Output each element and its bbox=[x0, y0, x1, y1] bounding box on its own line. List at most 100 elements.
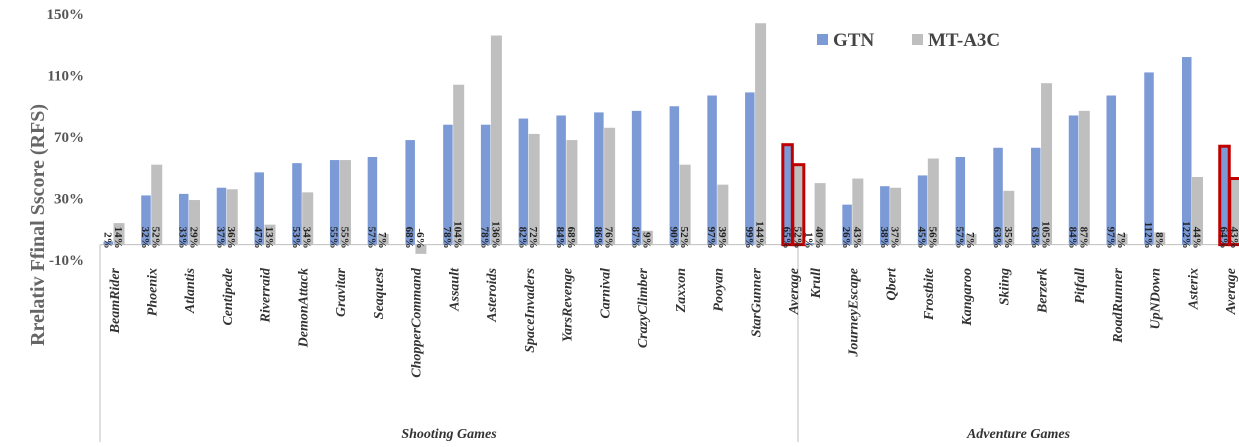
bar-mt-a3c bbox=[890, 187, 902, 245]
data-label: 55% bbox=[328, 227, 340, 249]
legend: GTN MT-A3C bbox=[817, 30, 1000, 51]
data-label: 33% bbox=[177, 227, 189, 249]
bar-mt-a3c bbox=[1003, 190, 1015, 245]
bar-gtn bbox=[480, 124, 491, 245]
data-label: 99% bbox=[743, 227, 755, 249]
bar-gtn bbox=[254, 172, 264, 245]
bar-gtn bbox=[745, 92, 755, 245]
bar-mt-a3c bbox=[717, 184, 729, 245]
category-label: Asteroids bbox=[485, 267, 500, 322]
bar-gtn bbox=[842, 204, 852, 245]
data-label: 78% bbox=[441, 227, 453, 249]
bar-gtn bbox=[917, 175, 928, 245]
category-label: Skiing bbox=[998, 268, 1013, 305]
y-tick-label: 30% bbox=[54, 192, 84, 208]
data-label: 63% bbox=[1029, 227, 1041, 249]
bar-mt-a3c bbox=[965, 233, 977, 245]
bar-gtn bbox=[880, 186, 890, 245]
data-label: 97% bbox=[705, 227, 717, 249]
y-tick-label: -10% bbox=[49, 253, 84, 269]
group-labels: Shooting Games Adventure Games bbox=[401, 427, 1070, 442]
category-label: BeamRider bbox=[108, 267, 123, 334]
data-label: 9% bbox=[640, 232, 652, 249]
legend-label: GTN bbox=[833, 30, 874, 51]
data-label: 53% bbox=[290, 227, 302, 249]
data-label: 57% bbox=[953, 227, 965, 249]
data-label: 82% bbox=[516, 227, 528, 249]
bar-gtn bbox=[367, 156, 378, 245]
category-label: Average bbox=[787, 268, 802, 315]
data-label: 43% bbox=[851, 227, 863, 249]
category-label: JourneyEscape bbox=[847, 268, 862, 358]
bar-mt-a3c bbox=[339, 160, 351, 245]
data-label: 44% bbox=[1191, 227, 1203, 249]
bar-mt-a3c bbox=[302, 192, 314, 245]
bar-mt-a3c bbox=[604, 127, 616, 245]
category-label: Seaquest bbox=[372, 267, 387, 319]
data-label: 45% bbox=[916, 227, 928, 249]
data-label: 2% bbox=[101, 232, 113, 249]
data-labels: 2%14% 32%52% 33%29% 37%36% 47%13% 53%34% 55%55… bbox=[101, 221, 1239, 249]
data-label: 37% bbox=[214, 227, 226, 249]
data-label: 34% bbox=[301, 227, 313, 249]
bar-gtn bbox=[292, 163, 302, 245]
bar-gtn bbox=[1106, 95, 1117, 245]
bar-mt-a3c bbox=[679, 164, 691, 245]
data-label: 104% bbox=[452, 221, 464, 249]
category-label: Pooyan bbox=[712, 268, 727, 312]
data-label: 56% bbox=[926, 227, 938, 249]
category-label: Riverraid bbox=[259, 267, 274, 323]
bar-mt-a3c bbox=[852, 178, 864, 245]
bar-mt-a3c bbox=[1192, 176, 1203, 245]
data-label: 55% bbox=[338, 227, 350, 249]
data-label: 40% bbox=[813, 227, 825, 249]
bar-mt-a3c bbox=[1041, 83, 1053, 245]
data-label: 36% bbox=[225, 227, 237, 249]
legend-swatch bbox=[817, 34, 828, 45]
data-label: 86% bbox=[592, 227, 604, 249]
bar-mt-a3c bbox=[264, 224, 276, 245]
bar-mt-a3c bbox=[1154, 232, 1166, 245]
bar-gtn bbox=[669, 106, 680, 245]
bar-mt-a3c bbox=[566, 140, 578, 245]
data-label: 87% bbox=[1077, 227, 1089, 249]
category-label: RoadRunner bbox=[1111, 267, 1126, 343]
data-label: 68% bbox=[403, 227, 415, 249]
bar-gtn bbox=[955, 156, 966, 245]
y-tick-label: 150% bbox=[47, 7, 85, 23]
category-label: Pitfall bbox=[1073, 268, 1088, 304]
data-label: 1% bbox=[802, 232, 814, 249]
category-label: Atlantis bbox=[183, 267, 198, 314]
category-labels: BeamRider Phoenix Atlantis Centipede Riverra… bbox=[108, 267, 1239, 378]
bar-gtn bbox=[518, 118, 529, 245]
data-label: 8% bbox=[1153, 232, 1165, 249]
bar-gtn bbox=[216, 187, 227, 245]
data-label: 97% bbox=[1104, 227, 1116, 249]
bar-gtn bbox=[1031, 147, 1041, 245]
bar-mt-a3c bbox=[1116, 233, 1128, 245]
bar-gtn bbox=[1144, 72, 1154, 245]
legend-swatch bbox=[912, 34, 923, 45]
data-label: 29% bbox=[187, 227, 199, 249]
data-label: 122% bbox=[1180, 221, 1192, 249]
data-label: 84% bbox=[1067, 227, 1079, 249]
data-label: 32% bbox=[139, 227, 151, 249]
category-label: Berzerk bbox=[1035, 268, 1050, 314]
data-label: 52% bbox=[791, 227, 803, 249]
data-label: 136% bbox=[489, 221, 501, 249]
bar-mt-a3c bbox=[113, 223, 125, 245]
category-label: Qbert bbox=[884, 267, 899, 301]
data-label: 37% bbox=[889, 227, 901, 249]
category-label: Phoenix bbox=[145, 268, 160, 316]
data-label: 84% bbox=[554, 227, 566, 249]
data-label: 52% bbox=[678, 227, 690, 249]
data-label: 76% bbox=[603, 227, 615, 249]
group-label: Adventure Games bbox=[966, 427, 1071, 442]
data-label: 38% bbox=[878, 227, 890, 249]
data-label: 7% bbox=[1115, 232, 1127, 249]
data-label: 26% bbox=[840, 227, 852, 249]
bar-gtn bbox=[707, 95, 717, 245]
bar-gtn bbox=[1182, 57, 1192, 245]
bar-gtn bbox=[631, 110, 642, 245]
